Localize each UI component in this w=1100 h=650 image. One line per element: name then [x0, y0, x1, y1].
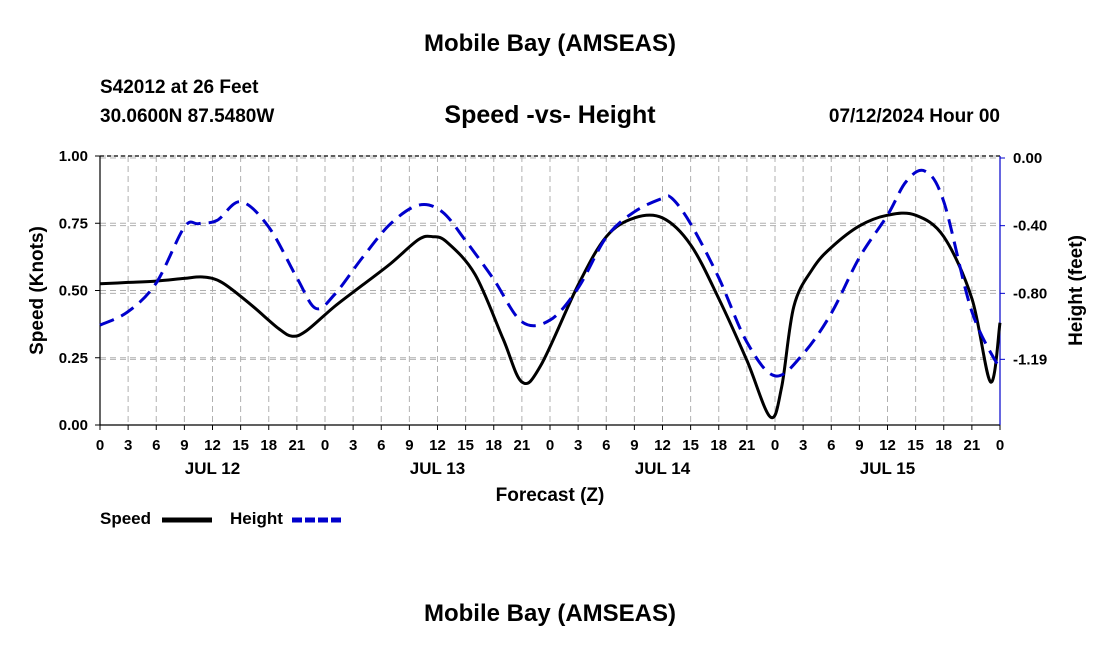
x-tick-label: 15 — [682, 437, 699, 454]
chart-main-title: Mobile Bay (AMSEAS) — [423, 30, 677, 57]
x-tick-label: 3 — [124, 437, 132, 454]
x-tick-label: 12 — [879, 437, 896, 454]
x-tick-label: 18 — [710, 437, 727, 454]
y2-tick-label: -0.80 — [1013, 285, 1047, 302]
x-day-label: JUL 13 — [410, 459, 465, 478]
x-tick-label: 9 — [855, 437, 863, 454]
legend-speed-label: Speed — [100, 509, 152, 528]
x-tick-label: 3 — [799, 437, 807, 454]
x-tick-label: 15 — [457, 437, 474, 454]
x-tick-label: 0 — [321, 437, 329, 454]
x-tick-label: 6 — [602, 437, 610, 454]
y-axis-title: Speed (Knots) — [27, 226, 48, 355]
speed-series-line — [99, 211, 1002, 420]
y-tick-label: 0.00 — [59, 417, 88, 434]
x-tick-label: 21 — [514, 437, 531, 454]
x-tick-label: 0 — [771, 437, 779, 454]
x-tick-label: 12 — [429, 437, 446, 454]
x-tick-label: 3 — [349, 437, 357, 454]
x-day-label: JUL 14 — [635, 459, 691, 478]
x-day-label: JUL 15 — [860, 459, 915, 478]
x-day-label: JUL 12 — [185, 459, 240, 478]
footer-title: Mobile Bay (AMSEAS) — [423, 600, 677, 627]
x-tick-label: 15 — [232, 437, 249, 454]
y2-axis-title: Height (feet) — [1066, 235, 1087, 346]
x-tick-label: 0 — [96, 437, 104, 454]
x-tick-label: 12 — [204, 437, 221, 454]
y2-tick-label: -1.19 — [1013, 351, 1047, 368]
x-tick-label: 9 — [405, 437, 413, 454]
x-tick-label: 21 — [739, 437, 756, 454]
y-tick-label: 0.50 — [59, 283, 88, 300]
y-tick-label: 0.25 — [59, 350, 88, 367]
x-tick-label: 18 — [485, 437, 502, 454]
x-tick-label: 15 — [907, 437, 924, 454]
x-tick-label: 9 — [180, 437, 188, 454]
x-tick-label: 12 — [654, 437, 671, 454]
station-coordinates: 30.0600N 87.5480W — [100, 106, 275, 127]
x-tick-label: 18 — [935, 437, 952, 454]
y2-tick-label: -0.40 — [1013, 218, 1047, 235]
x-tick-label: 6 — [377, 437, 385, 454]
x-tick-label: 6 — [152, 437, 160, 454]
y-tick-label: 0.75 — [59, 215, 88, 232]
x-tick-label: 9 — [630, 437, 638, 454]
legend-height-label: Height — [230, 509, 283, 528]
x-tick-label: 21 — [964, 437, 981, 454]
x-tick-label: 0 — [546, 437, 554, 454]
chart-subtitle: Speed -vs- Height — [444, 101, 656, 129]
x-tick-label: 0 — [996, 437, 1004, 454]
x-tick-label: 3 — [574, 437, 582, 454]
height-series-line — [99, 168, 1002, 378]
forecast-datetime: 07/12/2024 Hour 00 — [828, 106, 1000, 127]
x-axis-title: Forecast (Z) — [496, 485, 605, 506]
x-tick-label: 18 — [260, 437, 277, 454]
x-tick-label: 6 — [827, 437, 835, 454]
y-tick-label: 1.00 — [59, 148, 88, 165]
station-label: S42012 at 26 Feet — [100, 77, 259, 98]
x-tick-label: 21 — [289, 437, 306, 454]
y2-tick-label: 0.00 — [1013, 150, 1042, 167]
